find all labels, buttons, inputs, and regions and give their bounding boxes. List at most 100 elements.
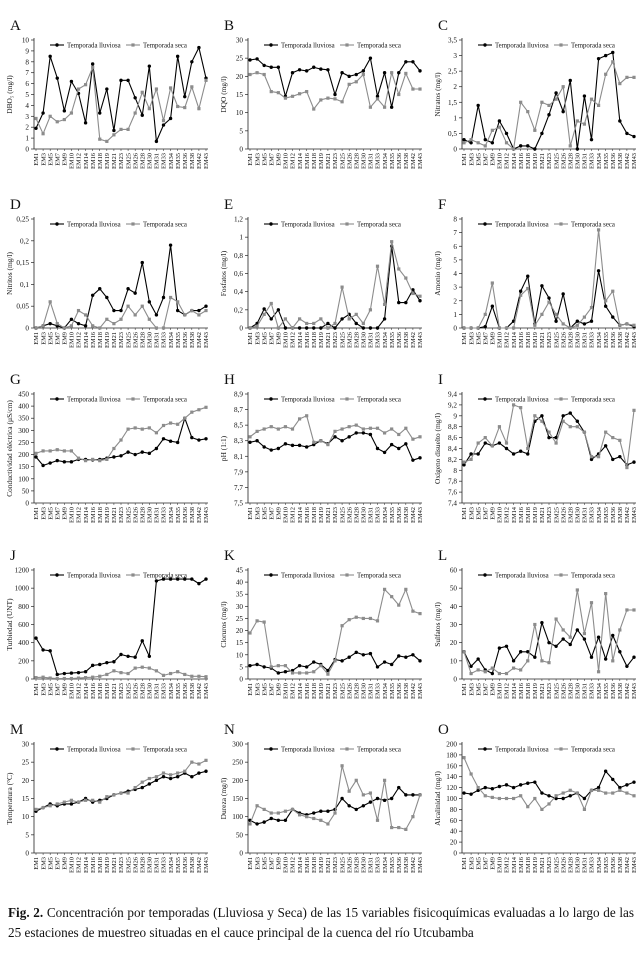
y-tick-label: 0 (25, 850, 29, 858)
y-tick-label: 15 (236, 639, 244, 647)
x-tick-label: EM26 (346, 507, 353, 523)
data-point-seca (319, 439, 323, 443)
y-tick-label: 0 (25, 676, 29, 684)
y-tick-label: 8,2 (448, 456, 457, 464)
x-tick-label: EM16 (304, 857, 311, 873)
data-point-lluviosa (533, 147, 537, 151)
data-point-lluviosa (333, 92, 337, 97)
x-tick-label: EM26 (132, 153, 139, 169)
data-point-lluviosa (418, 69, 422, 73)
data-point-seca (476, 326, 480, 330)
data-point-seca (404, 827, 408, 831)
data-point-lluviosa (483, 441, 487, 445)
data-point-seca (561, 791, 565, 795)
data-point-seca (504, 326, 509, 330)
data-point-seca (375, 264, 380, 268)
data-point-seca (333, 811, 337, 815)
y-tick-label: 10 (450, 657, 458, 665)
x-tick-label: EM7 (482, 506, 489, 520)
x-tick-label: EM10 (283, 683, 290, 699)
data-point-lluviosa (147, 64, 152, 68)
y-tick-label: 8,9 (234, 391, 243, 399)
x-tick-label: EM35 (603, 683, 610, 699)
x-tick-label: EM19 (532, 153, 539, 169)
data-point-lluviosa (197, 771, 201, 775)
data-point-seca (533, 796, 537, 801)
x-tick-label: EM19 (104, 153, 111, 169)
x-tick-label: EM1 (247, 153, 254, 166)
data-point-lluviosa (161, 775, 166, 779)
data-point-lluviosa (561, 109, 565, 114)
data-point-seca (390, 71, 394, 75)
data-point-seca (354, 423, 358, 427)
x-tick-label: EM1 (247, 857, 254, 870)
x-tick-label: EM5 (47, 332, 54, 345)
y-tick-label: 20 (450, 839, 458, 847)
x-tick-label: EM31 (582, 332, 589, 348)
data-point-lluviosa (603, 53, 608, 58)
data-point-seca (62, 326, 66, 330)
data-point-seca (418, 612, 422, 616)
series-line-lluviosa (249, 786, 420, 825)
data-point-seca (575, 425, 579, 429)
data-point-lluviosa (190, 775, 194, 779)
data-point-lluviosa (48, 461, 52, 465)
data-point-seca (476, 441, 480, 445)
data-point-seca (34, 326, 38, 330)
y-tick-label: 0 (453, 850, 457, 858)
data-point-lluviosa (126, 287, 130, 291)
panel-letter: H (224, 372, 235, 388)
data-point-lluviosa (554, 319, 558, 323)
x-tick-label: EM19 (318, 857, 325, 873)
data-point-lluviosa (382, 71, 387, 75)
x-tick-label: EM14 (511, 506, 518, 523)
x-tick-label: EM35 (389, 332, 396, 348)
x-tick-label: EM23 (118, 857, 125, 873)
chart-panel-e: E 0 0,2 0,4 0,6 0,8 1 1,2 Fosfatos (mg/l) EM1 EM3 E… (218, 197, 428, 373)
data-point-seca (411, 609, 415, 613)
data-point-seca (519, 293, 523, 297)
x-tick-label: EM35 (603, 332, 610, 348)
data-point-seca (554, 441, 558, 445)
data-point-seca (462, 141, 466, 145)
x-tick-label: EM31 (368, 857, 375, 873)
x-tick-label: EM10 (69, 153, 76, 169)
x-tick-label: EM9 (490, 153, 497, 166)
x-tick-label: EM30 (147, 507, 154, 523)
y-tick-label: 30 (450, 621, 458, 629)
data-point-seca (62, 800, 66, 804)
data-point-lluviosa (354, 72, 358, 77)
data-point-lluviosa (297, 68, 302, 72)
data-point-lluviosa (112, 128, 116, 133)
data-point-seca (632, 323, 636, 327)
data-point-lluviosa (540, 791, 544, 795)
series-line-lluviosa (463, 51, 635, 150)
data-point-lluviosa (561, 796, 565, 801)
data-point-lluviosa (297, 663, 302, 668)
legend-label: Temporada seca (143, 396, 187, 403)
data-point-seca (526, 286, 530, 291)
data-point-seca (490, 666, 494, 670)
x-tick-label: EM25 (125, 332, 132, 348)
data-point-seca (126, 127, 130, 131)
y-tick-label: 2 (453, 83, 457, 91)
x-tick-label: EM3 (468, 332, 475, 345)
data-point-seca (533, 622, 537, 627)
data-point-lluviosa (518, 289, 523, 293)
y-tick-label: 15 (236, 91, 244, 99)
data-point-seca (48, 114, 52, 118)
x-tick-label: EM42 (410, 507, 417, 523)
data-point-lluviosa (618, 650, 622, 654)
legend-marker (269, 747, 273, 751)
data-point-seca (575, 323, 579, 327)
y-tick-label: 1 (25, 135, 29, 143)
x-tick-label: EM26 (560, 683, 567, 699)
data-point-lluviosa (90, 293, 95, 297)
x-tick-label: EM16 (90, 332, 97, 348)
x-tick-label: EM19 (104, 857, 111, 873)
data-point-lluviosa (526, 144, 530, 148)
data-point-lluviosa (568, 78, 572, 83)
legend-label: Temporada lluviosa (67, 396, 121, 403)
x-tick-label: EM3 (254, 683, 261, 696)
